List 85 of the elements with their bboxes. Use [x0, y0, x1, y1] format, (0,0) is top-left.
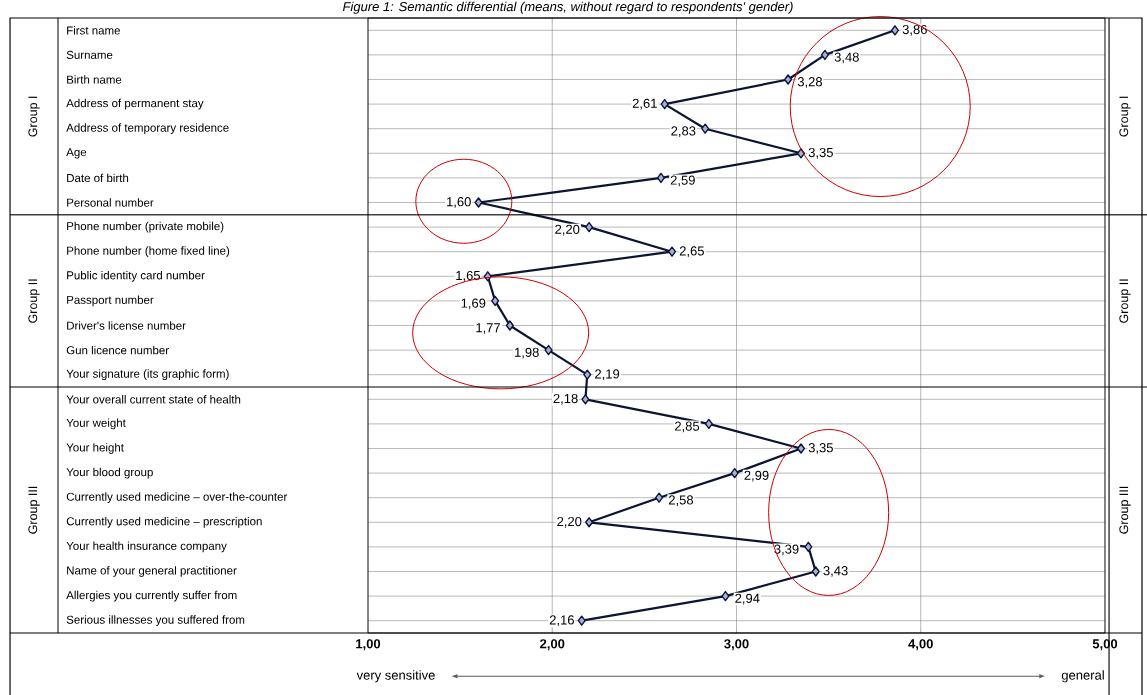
point: [491, 295, 500, 307]
data-label: 2,94: [735, 593, 760, 605]
point: [505, 320, 514, 331]
y-tick-label: Personal number: [67, 198, 154, 207]
point: [804, 541, 813, 553]
text: Group I: [28, 96, 40, 137]
point: [581, 394, 590, 405]
y-tick-label: Name of your general practitioner: [67, 566, 237, 577]
data-label: 2,58: [668, 495, 694, 507]
x-tick-label: 2,00: [540, 639, 565, 651]
data-label: 3,35: [808, 147, 833, 159]
y-tick-label: Currently used medicine – prescription: [66, 516, 262, 528]
data-label: 1,65: [456, 270, 481, 282]
y-tick-label: Your blood group: [66, 467, 153, 479]
y-tick-label: First name: [67, 26, 120, 35]
y-tick-label: Serious illnesses you suffered from: [66, 615, 245, 627]
data-label: 2,20: [555, 224, 580, 236]
y-tick-label: Phone number (private mobile): [67, 221, 224, 233]
data-label: 3,43: [823, 566, 848, 577]
point: [701, 123, 710, 134]
point: [796, 443, 806, 454]
point: [704, 418, 713, 430]
y-tick-label: Phone number (home fixed line): [67, 246, 230, 258]
data-label: 2,61: [632, 98, 657, 110]
data-label: 2,85: [675, 421, 700, 433]
data-label: 1,69: [461, 298, 486, 310]
y-tick-label: Date of birth: [67, 173, 129, 183]
data-label: 3,35: [808, 443, 833, 454]
y-tick-label: Address of permanent stay: [66, 98, 204, 110]
point: [544, 344, 553, 356]
point: [585, 221, 594, 233]
point: [820, 49, 830, 61]
point: [655, 492, 664, 503]
y-tick-label: Passport number: [67, 295, 154, 307]
y-tick-label: Address of temporary residence: [66, 123, 229, 135]
point: [656, 172, 666, 184]
point: [585, 517, 594, 528]
data-label: 2,20: [557, 516, 582, 528]
y-tick-label: Birth name: [67, 75, 122, 84]
text: Group III: [28, 486, 40, 534]
y-tick-label: Age: [66, 148, 87, 159]
data-label: 3,86: [902, 24, 927, 36]
text: Group III: [1119, 486, 1131, 534]
point: [730, 467, 739, 479]
chart-title: Figure 1: Semantic differential (means, without regard to respondents' gender): [342, 1, 793, 14]
data-label: 2,83: [671, 126, 696, 138]
point: [890, 25, 900, 36]
point: [811, 566, 820, 577]
x-tick-label: 3,00: [724, 639, 749, 651]
point: [721, 590, 730, 602]
data-label: 2,59: [670, 175, 695, 187]
y-tick-label: Gun licence number: [66, 345, 169, 355]
text: Group II: [1119, 279, 1131, 323]
point: [583, 369, 592, 380]
x-tick-label: 4,00: [908, 639, 933, 651]
y-tick-label: Surname: [66, 50, 113, 59]
text: general: [1061, 670, 1104, 683]
data-label: 2,19: [595, 369, 620, 381]
text: very sensitive: [356, 670, 435, 683]
point: [577, 615, 586, 626]
data-label: 2,99: [744, 470, 769, 482]
y-tick-label: Your weight: [66, 418, 126, 430]
data-label: 2,18: [553, 393, 578, 405]
text: Group I: [1119, 96, 1131, 137]
x-tick-label: 1,00: [356, 639, 381, 651]
data-label: 1,98: [515, 347, 539, 359]
point: [784, 74, 793, 85]
y-tick-label: Currently used medicine – over-the-counter: [66, 492, 288, 504]
y-tick-label: Your signature (its graphic form): [66, 369, 229, 381]
data-label: 3,39: [774, 544, 799, 556]
y-tick-label: Your height: [66, 443, 124, 454]
y-tick-label: Public identity card number: [67, 270, 205, 282]
text: Group II: [28, 279, 40, 323]
data-label: 3,48: [834, 52, 859, 64]
y-tick-label: Your overall current state of health: [66, 395, 241, 404]
data-label: 2,16: [549, 615, 574, 627]
data-label: 3,28: [797, 77, 823, 88]
point: [474, 197, 483, 208]
point: [660, 98, 669, 110]
y-tick-label: Your health insurance company: [66, 541, 227, 553]
data-label: 1,77: [476, 323, 501, 334]
y-tick-label: Allergies you currently suffer from: [66, 590, 237, 602]
data-label: 2,65: [679, 246, 704, 258]
y-tick-label: Driver's license number: [67, 321, 186, 330]
data-label: 1,60: [447, 197, 471, 208]
